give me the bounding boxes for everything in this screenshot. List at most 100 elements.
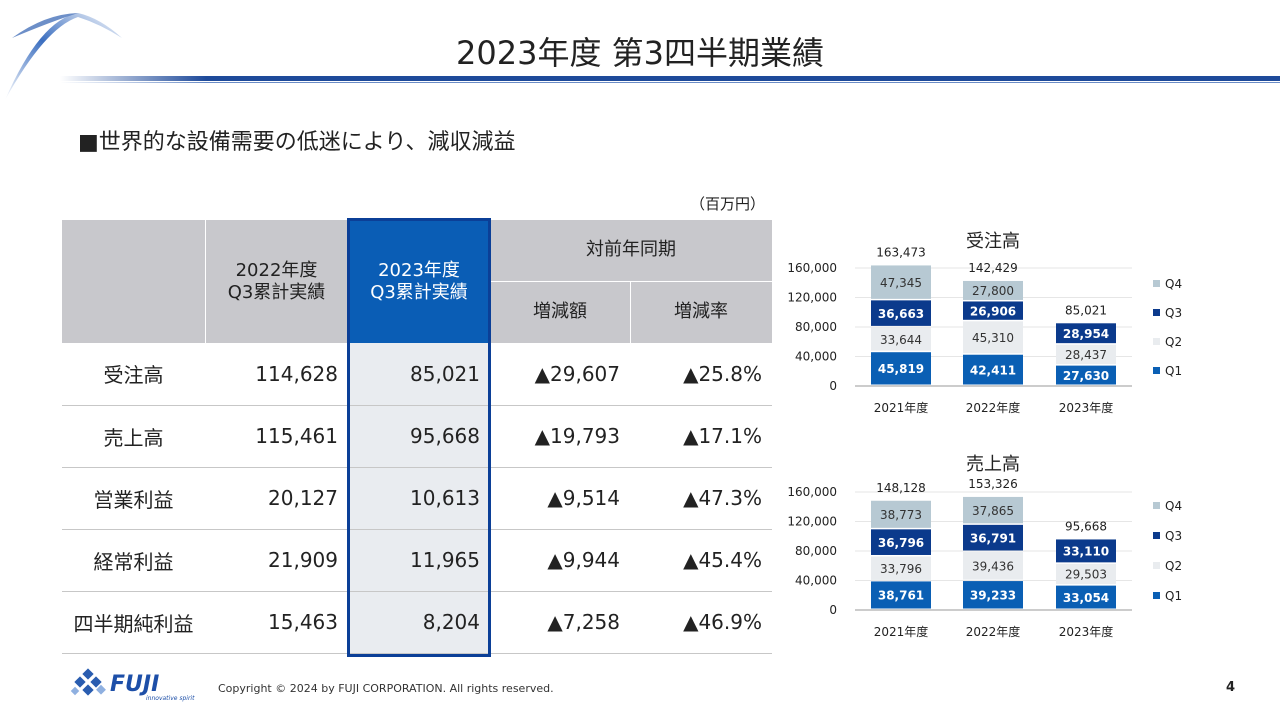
x-tick-label: 2022年度 <box>966 400 1021 415</box>
table-row: 売上高 115,461 95,668 ▲19,793 ▲17.1% <box>62 405 772 468</box>
data-label: 38,773 <box>880 508 922 522</box>
summary-headline: ■世界的な設備需要の低迷により、減収減益 <box>78 130 516 155</box>
bar-q2 <box>963 551 1023 580</box>
data-label: 39,436 <box>972 560 1014 574</box>
table-row: 営業利益 20,127 10,613 ▲9,514 ▲47.3% <box>62 467 772 530</box>
header-diff: 増減額 <box>490 281 631 343</box>
data-label: 45,310 <box>972 331 1014 345</box>
total-label: 148,128 <box>876 481 926 495</box>
data-label: 37,865 <box>972 504 1014 518</box>
highlight-column-border <box>347 218 491 657</box>
bar-q3 <box>963 524 1023 551</box>
y-tick-label: 120,000 <box>787 291 837 305</box>
legend-label: Q4 <box>1165 499 1182 513</box>
bar-q1 <box>1056 365 1116 385</box>
y-tick-label: 40,000 <box>795 574 837 588</box>
legend-swatch-q2 <box>1153 562 1160 569</box>
cell-prev: 115,461 <box>205 405 348 468</box>
x-tick-label: 2023年度 <box>1059 400 1114 415</box>
y-tick-label: 160,000 <box>787 261 837 275</box>
legend-label: Q1 <box>1165 589 1182 603</box>
y-tick-label: 80,000 <box>795 320 837 334</box>
title-divider <box>60 76 1280 81</box>
bar-q4 <box>963 280 1023 300</box>
bar-q3 <box>871 300 931 326</box>
data-label: 33,110 <box>1063 545 1109 559</box>
y-tick-label: 0 <box>829 379 837 393</box>
header-blank <box>62 220 206 343</box>
cell-label: 経常利益 <box>62 529 205 592</box>
cell-curr: 85,021 <box>348 343 490 406</box>
cell-diff: ▲7,258 <box>490 591 630 654</box>
bar-q1 <box>963 581 1023 609</box>
legend-label: Q2 <box>1165 559 1182 573</box>
data-label: 28,954 <box>1063 327 1109 341</box>
total-label: 153,326 <box>968 477 1018 491</box>
x-tick-label: 2021年度 <box>874 400 929 415</box>
cell-diff: ▲9,514 <box>490 467 630 530</box>
bar-q4 <box>871 500 931 528</box>
cell-prev: 114,628 <box>205 343 348 406</box>
cell-label: 営業利益 <box>62 467 205 530</box>
bar-q2 <box>871 327 931 351</box>
x-tick-label: 2021年度 <box>874 624 929 639</box>
table-row: 四半期純利益 15,463 8,204 ▲7,258 ▲46.9% <box>62 591 772 654</box>
y-tick-label: 80,000 <box>795 544 837 558</box>
data-label: 33,796 <box>880 562 922 576</box>
cell-diff: ▲19,793 <box>490 405 630 468</box>
cell-rate: ▲46.9% <box>630 591 772 654</box>
bar-q2 <box>1056 563 1116 585</box>
legend-swatch-q4 <box>1153 280 1160 287</box>
bar-q1 <box>963 354 1023 385</box>
y-tick-label: 160,000 <box>787 485 837 499</box>
legend-swatch-q1 <box>1153 592 1160 599</box>
bar-q3 <box>871 529 931 555</box>
cell-curr: 11,965 <box>348 529 490 592</box>
bar-q3 <box>963 301 1023 320</box>
header-curr: 2023年度 Q3累計実績 <box>348 220 491 343</box>
cell-curr: 10,613 <box>348 467 490 530</box>
cell-label: 受注高 <box>62 343 205 406</box>
results-table: 2022年度 Q3累計実績 2023年度 Q3累計実績 対前年同期 増減額 増減… <box>62 220 773 654</box>
bar-q2 <box>963 321 1023 354</box>
cell-diff: ▲29,607 <box>490 343 630 406</box>
cell-rate: ▲17.1% <box>630 405 772 468</box>
data-label: 47,345 <box>880 276 922 290</box>
data-label: 28,437 <box>1065 348 1107 362</box>
unit-label: （百万円） <box>690 195 766 213</box>
bar-q3 <box>1056 539 1116 563</box>
bar-q4 <box>963 496 1023 524</box>
cell-label: 四半期純利益 <box>62 591 205 654</box>
page-number: 4 <box>1226 680 1236 695</box>
cell-rate: ▲45.4% <box>630 529 772 592</box>
chart-title: 受注高 <box>966 231 1020 252</box>
cell-prev: 21,909 <box>205 529 348 592</box>
bar-q1 <box>1056 585 1116 609</box>
y-tick-label: 40,000 <box>795 350 837 364</box>
bar-q4 <box>871 265 931 299</box>
page-title: 2023年度 第3四半期業績 <box>456 34 824 72</box>
y-tick-label: 120,000 <box>787 515 837 529</box>
legend-label: Q3 <box>1165 529 1182 543</box>
data-label: 26,906 <box>970 304 1016 318</box>
bar-q2 <box>1056 344 1116 365</box>
bar-q3 <box>1056 323 1116 344</box>
cell-prev: 20,127 <box>205 467 348 530</box>
data-label: 36,796 <box>878 536 924 550</box>
legend-swatch-q3 <box>1153 532 1160 539</box>
cell-curr: 95,668 <box>348 405 490 468</box>
data-label: 39,233 <box>970 589 1016 603</box>
data-label: 27,800 <box>972 284 1014 298</box>
table-row: 受注高 114,628 85,021 ▲29,607 ▲25.8% <box>62 343 772 406</box>
fuji-logo-tagline: innovative spirit <box>146 695 195 702</box>
title-divider-thin <box>60 82 1280 83</box>
x-tick-label: 2023年度 <box>1059 624 1114 639</box>
data-label: 42,411 <box>970 363 1016 377</box>
legend-label: Q4 <box>1165 277 1182 291</box>
x-tick-label: 2022年度 <box>966 624 1021 639</box>
legend-swatch-q2 <box>1153 338 1160 345</box>
legend-label: Q1 <box>1165 364 1182 378</box>
legend-swatch-q1 <box>1153 367 1160 374</box>
legend-label: Q3 <box>1165 306 1182 320</box>
